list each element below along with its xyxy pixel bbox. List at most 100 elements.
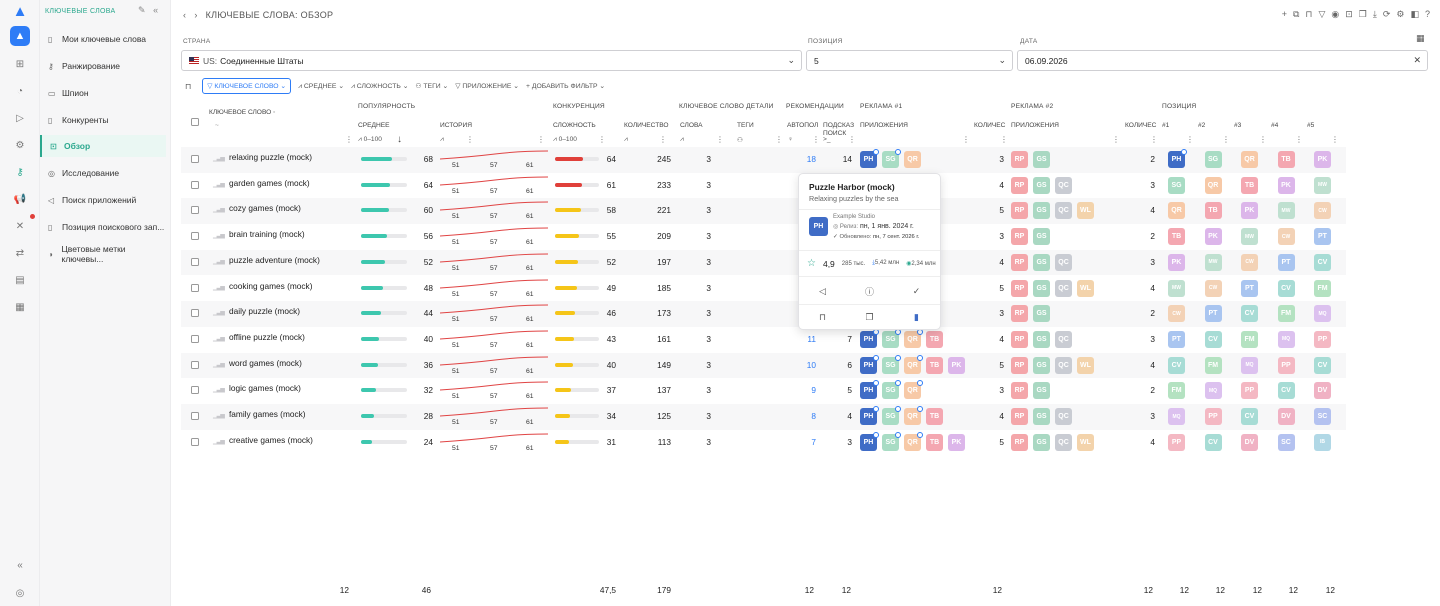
keyword-text[interactable]: logic games (mock) [229, 383, 301, 394]
app-badge[interactable]: QR [904, 431, 923, 451]
app-badge[interactable]: PH [860, 354, 879, 374]
position-badge[interactable]: CV [1241, 305, 1258, 323]
column-menu-icon[interactable]: ⋮ [1112, 135, 1120, 144]
edit-icon[interactable]: ✎ [138, 5, 146, 15]
row-checkbox[interactable] [191, 386, 199, 395]
position-badge[interactable]: FM [1241, 330, 1258, 348]
sidebar-item-search-position[interactable]: ▯ Позиция поискового зап... [40, 216, 166, 238]
position-badge[interactable]: MW [1168, 279, 1185, 297]
position-badge[interactable]: CW [1204, 279, 1222, 297]
keyword-text[interactable]: creative games (mock) [229, 434, 313, 445]
app-badge[interactable]: QR [904, 328, 923, 348]
analytics-icon[interactable]: ▤ [15, 274, 25, 286]
row-checkbox[interactable] [191, 155, 199, 163]
app-badge[interactable]: RP [1011, 433, 1028, 451]
row-checkbox[interactable] [191, 257, 199, 266]
app-badge[interactable]: WL [1077, 202, 1094, 220]
keyword-text[interactable]: offline puzzle (mock) [229, 331, 305, 342]
keyword-text[interactable]: relaxing puzzle (mock) [229, 152, 312, 162]
col-header-keyword[interactable]: КЛЮЧЕВОЕ СЛОВО ▫ [209, 109, 276, 116]
filter-chip-tags[interactable]: ⚇ ТЕГИ ⌄ [415, 83, 449, 90]
app-badge[interactable]: RP [1011, 382, 1028, 400]
country-select[interactable]: US: Соединенные Штаты ⌄ [181, 50, 802, 71]
app-badge[interactable]: GS [1033, 330, 1050, 348]
keyword-text[interactable]: cozy games (mock) [229, 203, 301, 214]
position-badge[interactable]: PP [1241, 382, 1258, 400]
settings-gear-icon[interactable]: ⚙ [15, 139, 25, 151]
key-icon[interactable]: ⚷ [16, 166, 24, 178]
hierarchy-icon[interactable]: ⧉ [1292, 9, 1300, 19]
add-icon[interactable]: + [1281, 9, 1287, 19]
position-badge[interactable]: PP [1314, 330, 1331, 348]
col-header-ads1-count[interactable]: КОЛИЧЕС [974, 122, 1006, 129]
lightbulb-icon[interactable]: ♀ [788, 136, 793, 143]
position-badge[interactable]: PT [1241, 279, 1258, 297]
play-store-icon[interactable]: ▷ [16, 112, 24, 124]
app-badge[interactable]: SG [882, 328, 901, 348]
position-badge[interactable]: CW [1314, 202, 1331, 220]
sort-icon[interactable]: ~ [215, 122, 219, 129]
focus-icon[interactable]: ⊡ [1345, 9, 1353, 19]
keyword-text[interactable]: brain training (mock) [229, 229, 305, 240]
history-filter-icon[interactable]: ⩘ [440, 136, 444, 143]
app-badge[interactable]: QC [1055, 253, 1072, 271]
row-checkbox[interactable] [191, 412, 199, 420]
row-checkbox[interactable] [191, 206, 199, 215]
col-header-tags[interactable]: ТЕГИ [737, 122, 754, 129]
col-header-pos4[interactable]: #4 [1271, 122, 1279, 129]
app-badge[interactable]: QC [1055, 279, 1072, 297]
tools-icon[interactable]: ✕ [15, 220, 25, 232]
column-menu-icon[interactable]: ⋮ [848, 135, 856, 144]
app-badge[interactable]: SG [882, 406, 901, 425]
col-header-pos2[interactable]: #2 [1198, 122, 1206, 129]
suggest-rank[interactable]: 10 [806, 359, 816, 370]
filter-chip-app[interactable]: ▽ ПРИЛОЖЕНИЕ ⌄ [455, 83, 520, 90]
sidebar-item-competitors[interactable]: ▯ Конкуренты [40, 109, 166, 131]
sidebar-item-app-search[interactable]: ◁ Поиск приложений [40, 189, 166, 211]
filter-chip-keyword[interactable]: ▽ КЛЮЧЕВОЕ СЛОВО ⌄ [202, 78, 292, 94]
tooltip-info-button[interactable]: ⓘ [864, 286, 874, 297]
position-badge[interactable]: MQ [1314, 305, 1331, 323]
position-badge[interactable]: SC [1314, 408, 1331, 425]
collapse-rail-icon[interactable]: « [17, 559, 23, 571]
tooltip-bookmark-button[interactable]: ▮ [914, 311, 919, 322]
download-icon[interactable]: ⤓ [1372, 9, 1377, 19]
col-header-history[interactable]: ИСТОРИЯ [440, 122, 473, 129]
app-badge[interactable]: QC [1055, 433, 1072, 451]
position-badge[interactable]: SG [1204, 151, 1222, 168]
app-badge[interactable]: RP [1011, 356, 1028, 374]
position-badge[interactable]: QR [1204, 176, 1222, 194]
app-badge[interactable]: GS [1033, 228, 1050, 246]
col-header-autocomplete[interactable]: АВТОПОЛ [787, 122, 819, 129]
col-header-ads2-count[interactable]: КОЛИЧЕС [1125, 122, 1157, 129]
app-badge[interactable]: GS [1033, 202, 1050, 220]
column-menu-icon[interactable]: ⋮ [962, 135, 970, 144]
filter-chip-average[interactable]: ⩘ СРЕДНЕЕ ⌄ [298, 82, 345, 90]
position-badge[interactable]: PP [1168, 433, 1185, 451]
position-badge[interactable]: CV [1241, 408, 1258, 425]
keyword-text[interactable]: daily puzzle (mock) [229, 306, 301, 317]
app-badge[interactable]: RP [1011, 330, 1028, 348]
app-badge[interactable]: QR [904, 380, 923, 400]
position-badge[interactable]: PT [1277, 253, 1295, 271]
sidebar-item-overview[interactable]: ⊡ Обзор [40, 135, 166, 157]
position-badge[interactable]: MW [1204, 253, 1222, 271]
position-badge[interactable]: CW [1277, 228, 1295, 246]
position-badge[interactable]: PK [1314, 151, 1331, 168]
position-badge[interactable]: MQ [1168, 408, 1185, 425]
position-badge[interactable]: MQ [1277, 330, 1295, 348]
app-badge[interactable]: SG [882, 149, 901, 168]
app-badge[interactable]: QC [1055, 202, 1072, 220]
position-badge[interactable]: PT [1314, 228, 1331, 246]
position-badge[interactable]: SG [1168, 176, 1185, 194]
app-badge[interactable]: GS [1033, 176, 1050, 194]
keywords-section-icon[interactable]: ▲ [10, 26, 30, 46]
collapse-sidebar-icon[interactable]: « [153, 5, 159, 15]
position-badge[interactable]: TB [1277, 151, 1295, 168]
row-checkbox[interactable] [191, 180, 199, 189]
app-badge[interactable]: RP [1011, 253, 1028, 271]
app-badge[interactable]: RP [1011, 228, 1028, 246]
refresh-icon[interactable]: ⟳ [1382, 9, 1391, 19]
filter-icon[interactable]: ▽ [1318, 9, 1326, 19]
app-badge[interactable]: GS [1033, 305, 1050, 323]
